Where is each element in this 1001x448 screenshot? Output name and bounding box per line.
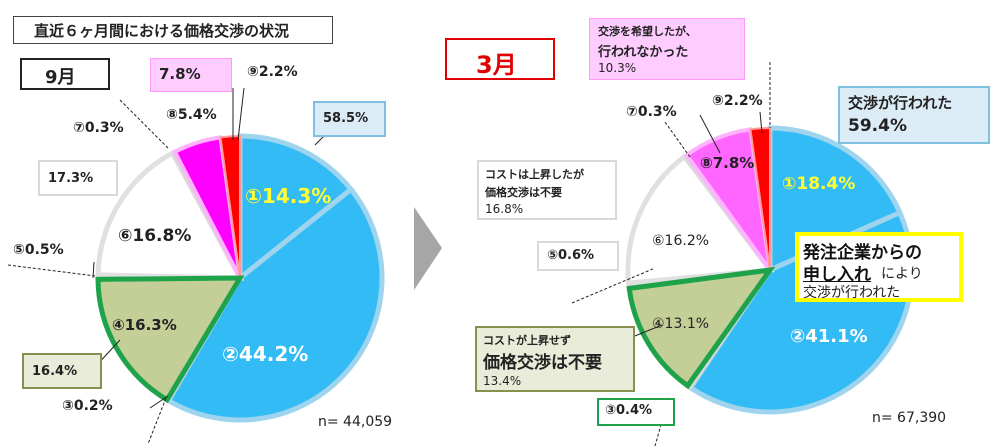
callout-no-cost-right: コストが上昇せず 価格交渉は不要 13.4%: [475, 326, 635, 392]
slice-label-4-right: ④13.1%: [652, 316, 710, 332]
slice-label-7-left: ⑦0.3%: [73, 120, 124, 136]
pie-slice-6: [625, 153, 775, 286]
callout-wanted-not-done-right: 交渉を希望したが、 行われなかった 10.3%: [589, 18, 745, 80]
month-label-box-left: 9月: [20, 58, 110, 90]
slice-label-9-left: ⑨2.2%: [247, 64, 298, 80]
slice-highlight-outline: [95, 275, 245, 404]
slice-label-2-left: ②44.2%: [222, 342, 309, 366]
chart-title-box: 直近６ヶ月間における価格交渉の状況: [13, 16, 333, 44]
pie-slice-9: [219, 134, 241, 279]
slice-label-8-right: ⑧7.8%: [700, 154, 755, 172]
callout-line: 行われなかった: [598, 45, 689, 60]
callout-line: コストは上昇したが: [485, 168, 584, 181]
slice-label-1-right: ①18.4%: [782, 174, 856, 194]
callout-value: 17.3%: [48, 171, 94, 186]
callout-line: 交渉が行われた: [803, 285, 901, 301]
callout-cost-up-right: コストは上昇したが 価格交渉は不要 16.8%: [477, 160, 617, 220]
sample-size-left: n= 44,059: [318, 414, 393, 430]
callout-line: コストが上昇せず: [483, 334, 571, 347]
slice-label-7-right: ⑦0.3%: [626, 104, 677, 120]
month-label-box-right: 3月: [445, 38, 555, 80]
callout-slice3-right: ③0.4%: [597, 398, 675, 426]
slice-label-9-right: ⑨2.2%: [712, 93, 763, 109]
callout-line: 交渉を希望したが、: [598, 25, 697, 38]
callout-wanted-not-done-left: 7.8%: [150, 58, 232, 92]
pie-slice-2: [165, 185, 385, 423]
slice-highlight-outline: [626, 266, 776, 390]
callout-value: 7.8%: [159, 65, 201, 83]
pie-slice-1: [237, 133, 355, 284]
slice-label-2-right: ②41.1%: [790, 326, 868, 347]
callout-highlight-right: 発注企業からの 申し入れ により 交渉が行われた: [795, 232, 963, 302]
callout-line: 10.3%: [598, 61, 637, 75]
pie-slice-6: [95, 149, 245, 281]
callout-line: 発注企業からの: [803, 243, 922, 263]
month-label-right: 3月: [476, 51, 517, 79]
slice-label-3-left: ③0.2%: [62, 398, 113, 414]
slice-label-5-left: ⑤0.5%: [13, 242, 64, 258]
callout-negotiated-left: 58.5%: [313, 101, 386, 137]
callout-slice5-right: ⑤0.6%: [537, 241, 619, 271]
slice-label-6-right: ⑥16.2%: [652, 233, 710, 249]
callout-line: により: [881, 266, 923, 282]
pie-chart-september: [95, 133, 385, 423]
callout-value: 16.4%: [32, 364, 78, 379]
callout-negotiated-right: 交渉が行われた 59.4%: [838, 86, 990, 144]
slice-label-4-left: ④16.3%: [112, 316, 177, 334]
slice-label-6-left: ⑥16.8%: [118, 226, 192, 246]
callout-line: 交渉が行われた: [848, 94, 953, 112]
slice-label-1-left: ①14.3%: [245, 184, 332, 208]
callout-line: 申し入れ: [803, 265, 871, 285]
month-label-left: 9月: [45, 67, 76, 88]
callout-value: 58.5%: [323, 111, 369, 126]
callout-line: 13.4%: [483, 374, 522, 388]
callout-line: 16.8%: [485, 202, 524, 216]
pie-chart-march: [625, 125, 915, 415]
sample-size-right: n= 67,390: [872, 410, 947, 426]
callout-line: 価格交渉は不要: [483, 353, 602, 373]
arrow-right-icon: [414, 207, 442, 290]
slice-label-5-right: ⑤0.6%: [547, 248, 595, 263]
chart-title: 直近６ヶ月間における価格交渉の状況: [34, 22, 290, 40]
callout-no-cost-left: 16.4%: [22, 353, 102, 389]
slice-label-8-left: ⑧5.4%: [166, 107, 217, 123]
callout-line: 59.4%: [848, 116, 907, 136]
callout-line: 価格交渉は不要: [485, 186, 562, 199]
slice-label-3-right: ③0.4%: [605, 403, 653, 418]
callout-cost-up-left: 17.3%: [38, 160, 118, 196]
